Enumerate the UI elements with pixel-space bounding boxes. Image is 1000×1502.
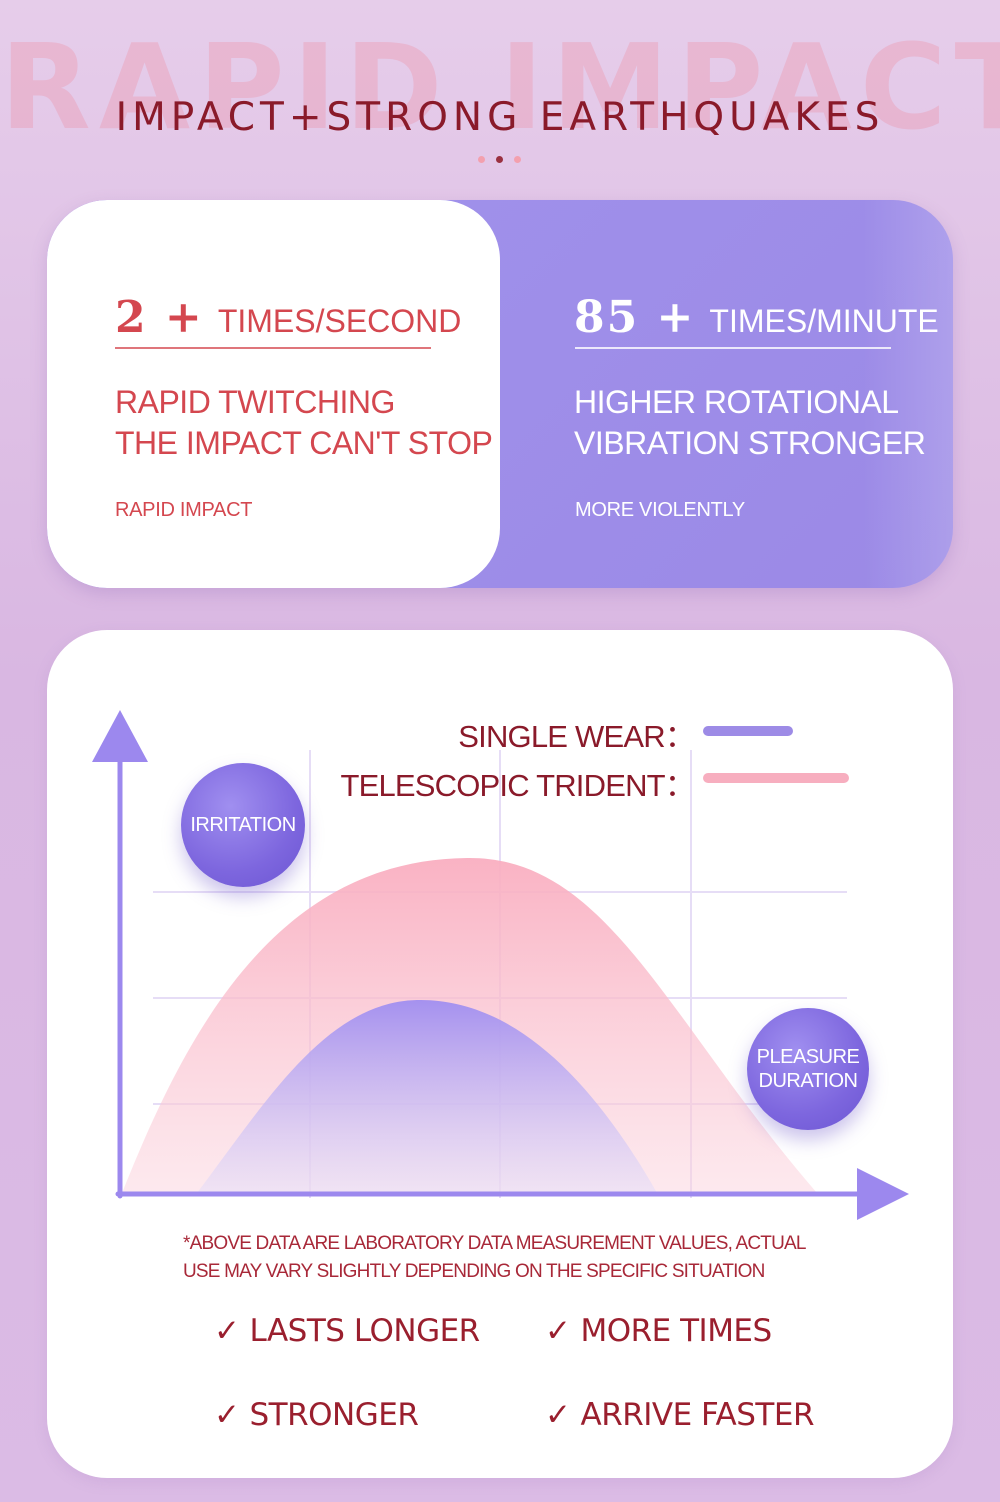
description-line: RAPID TWITCHING bbox=[115, 384, 395, 420]
stat-number-right: 85 + bbox=[574, 292, 696, 343]
stats-card: 2 + TIMES/SECOND RAPID TWITCHING THE IMPA… bbox=[47, 200, 953, 588]
legend-swatch-single-wear bbox=[703, 726, 793, 736]
stat-number-left: 2 + bbox=[115, 292, 204, 343]
description-line: VIBRATION STRONGER bbox=[574, 425, 926, 461]
series-area-single-wear bbox=[197, 999, 657, 1193]
feature-item: ✓ LASTS LONGER bbox=[214, 1313, 480, 1349]
stat-unit-left: TIMES/SECOND bbox=[217, 303, 462, 339]
description-line: HIGHER ROTATIONAL bbox=[574, 384, 899, 420]
stat-description-right: HIGHER ROTATIONAL VIBRATION STRONGER bbox=[574, 382, 926, 464]
stat-heading-right: 85 + TIMES/MINUTE bbox=[574, 292, 939, 343]
y-axis-arrow-icon bbox=[92, 710, 148, 762]
checkmark-icon: ✓ bbox=[214, 1397, 240, 1433]
dot-icon bbox=[496, 156, 503, 163]
stat-heading-left: 2 + TIMES/SECOND bbox=[115, 292, 461, 343]
dot-icon bbox=[478, 156, 485, 163]
comparison-chart bbox=[92, 710, 909, 1220]
legend-swatch-telescopic-trident bbox=[703, 773, 849, 783]
x-axis-label: PLEASURE DURATION bbox=[756, 1046, 860, 1092]
x-axis-arrow-icon bbox=[857, 1168, 909, 1220]
description-line: THE IMPACT CAN'T STOP bbox=[115, 425, 493, 461]
divider bbox=[115, 347, 431, 349]
y-axis-label-bubble: IRRITATION bbox=[181, 763, 305, 887]
feature-item: ✓ MORE TIMES bbox=[545, 1313, 772, 1349]
chart-card: SINGLE WEAR： TELESCOPIC TRIDENT： IRRITAT… bbox=[47, 630, 953, 1478]
x-axis-label-bubble: PLEASURE DURATION bbox=[747, 1008, 869, 1130]
stats-left-panel: 2 + TIMES/SECOND RAPID TWITCHING THE IMPA… bbox=[47, 200, 500, 588]
feature-label: LASTS LONGER bbox=[249, 1313, 480, 1349]
feature-label: ARRIVE FASTER bbox=[580, 1397, 814, 1433]
checkmark-icon: ✓ bbox=[545, 1397, 571, 1433]
legend-label-single-wear: SINGLE WEAR： bbox=[458, 719, 696, 754]
y-axis-label: IRRITATION bbox=[190, 814, 296, 836]
stat-caption-right: MORE VIOLENTLY bbox=[575, 499, 745, 521]
dot-icon bbox=[514, 156, 521, 163]
decorative-dots bbox=[476, 155, 524, 165]
page-title: IMPACT+STRONG EARTHQUAKES bbox=[115, 95, 885, 140]
checkmark-icon: ✓ bbox=[214, 1313, 240, 1349]
legend-label-telescopic-trident: TELESCOPIC TRIDENT： bbox=[340, 768, 695, 803]
feature-item: ✓ ARRIVE FASTER bbox=[545, 1397, 814, 1433]
feature-label: STRONGER bbox=[249, 1397, 419, 1433]
stat-description-left: RAPID TWITCHING THE IMPACT CAN'T STOP bbox=[115, 382, 493, 464]
stat-caption-left: RAPID IMPACT bbox=[115, 499, 253, 521]
feature-label: MORE TIMES bbox=[580, 1313, 772, 1349]
disclaimer-note: *ABOVE DATA ARE LABORATORY DATA MEASUREM… bbox=[183, 1233, 806, 1282]
background-watermark-title: RAPID IMPACT bbox=[0, 28, 1000, 146]
checkmark-icon: ✓ bbox=[545, 1313, 571, 1349]
divider bbox=[575, 347, 891, 349]
feature-item: ✓ STRONGER bbox=[214, 1397, 419, 1433]
stat-unit-right: TIMES/MINUTE bbox=[709, 303, 939, 339]
